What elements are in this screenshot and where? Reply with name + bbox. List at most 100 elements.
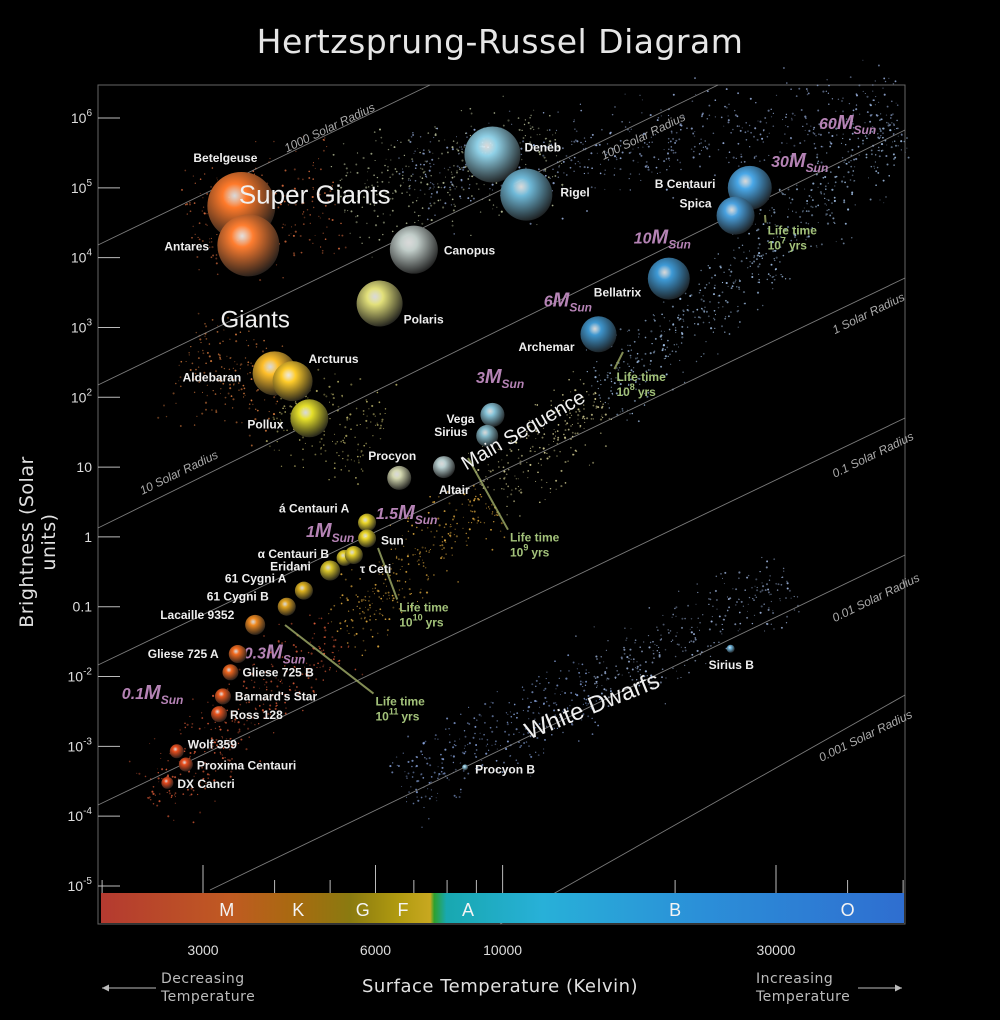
cloud-point — [357, 195, 359, 197]
cloud-point — [243, 387, 246, 390]
cloud-point — [721, 291, 724, 294]
cloud-point — [471, 195, 473, 197]
cloud-point — [429, 202, 431, 205]
cloud-point — [206, 773, 209, 776]
cloud-point — [696, 308, 699, 311]
cloud-point — [292, 252, 296, 255]
cloud-point — [441, 544, 444, 547]
cloud-point — [215, 262, 218, 265]
cloud-point — [443, 772, 446, 775]
note-left-line1: Decreasing — [161, 971, 245, 987]
cloud-point — [590, 152, 593, 155]
cloud-point — [258, 687, 261, 689]
cloud-point — [339, 597, 341, 599]
cloud-point — [582, 681, 584, 683]
cloud-point — [574, 163, 577, 165]
cloud-point — [339, 622, 342, 625]
cloud-point — [596, 658, 598, 660]
cloud-point — [844, 181, 846, 184]
cloud-point — [248, 736, 250, 738]
cloud-point — [567, 654, 570, 657]
cloud-point — [536, 404, 539, 406]
cloud-point — [738, 279, 741, 283]
cloud-point — [188, 743, 191, 746]
cloud-point — [797, 232, 800, 235]
cloud-point — [346, 171, 349, 174]
cloud-point — [467, 170, 470, 173]
y-tick-label: 103 — [71, 317, 93, 335]
cloud-point — [273, 418, 275, 420]
cloud-point — [609, 372, 611, 374]
cloud-point — [660, 109, 662, 111]
cloud-point — [412, 134, 415, 136]
cloud-point — [432, 188, 434, 190]
cloud-point — [692, 132, 695, 135]
cloud-point — [441, 548, 443, 550]
cloud-point — [788, 277, 791, 280]
cloud-point — [250, 693, 253, 696]
cloud-point — [342, 457, 344, 460]
cloud-point — [650, 674, 653, 677]
cloud-point — [218, 354, 221, 357]
cloud-point — [540, 479, 543, 481]
cloud-point — [569, 412, 571, 414]
cloud-point — [229, 338, 231, 340]
cloud-point — [412, 532, 415, 535]
cloud-point — [718, 641, 720, 643]
cloud-point — [545, 725, 548, 728]
cloud-point — [144, 775, 147, 778]
life-time-value: 107 yrs — [768, 236, 808, 253]
cloud-point — [877, 101, 880, 104]
cloud-point — [219, 393, 222, 395]
cloud-point — [269, 157, 271, 160]
cloud-point — [409, 179, 411, 181]
cloud-point — [667, 137, 670, 140]
cloud-point — [583, 137, 586, 139]
cloud-point — [312, 187, 314, 189]
cloud-point — [404, 581, 407, 583]
cloud-point — [391, 173, 394, 176]
cloud-point — [263, 339, 265, 342]
cloud-point — [763, 603, 765, 605]
cloud-point — [761, 582, 763, 584]
star-label: α Centauri B — [258, 547, 330, 561]
cloud-point — [255, 343, 258, 346]
cloud-point — [473, 497, 476, 500]
cloud-point — [819, 133, 822, 136]
cloud-point — [751, 587, 753, 589]
cloud-point — [590, 413, 593, 416]
cloud-point — [465, 540, 467, 542]
cloud-point — [588, 158, 590, 161]
cloud-point — [237, 721, 240, 724]
cloud-point — [885, 154, 888, 158]
cloud-point — [373, 613, 376, 616]
cloud-point — [221, 736, 223, 738]
cloud-point — [586, 210, 588, 212]
star-marker — [211, 706, 228, 723]
cloud-point — [657, 646, 660, 649]
cloud-point — [344, 442, 346, 444]
cloud-point — [421, 559, 424, 561]
cloud-point — [657, 629, 659, 631]
cloud-point — [494, 514, 496, 517]
cloud-point — [407, 553, 409, 555]
cloud-point — [561, 394, 564, 396]
cloud-point — [437, 157, 440, 160]
cloud-point — [780, 583, 783, 586]
cloud-point — [867, 177, 870, 179]
cloud-point — [870, 153, 873, 156]
cloud-point — [556, 684, 559, 687]
cloud-point — [748, 250, 751, 252]
cloud-point — [257, 389, 259, 391]
cloud-point — [460, 791, 462, 794]
cloud-point — [222, 340, 224, 342]
cloud-point — [427, 511, 430, 514]
cloud-point — [675, 350, 677, 353]
star-label: B Centauri — [655, 177, 716, 191]
cloud-point — [298, 439, 301, 441]
cloud-point — [699, 165, 701, 168]
cloud-point — [842, 242, 845, 245]
cloud-point — [588, 672, 590, 674]
cloud-point — [368, 236, 371, 239]
cloud-point — [311, 445, 313, 447]
